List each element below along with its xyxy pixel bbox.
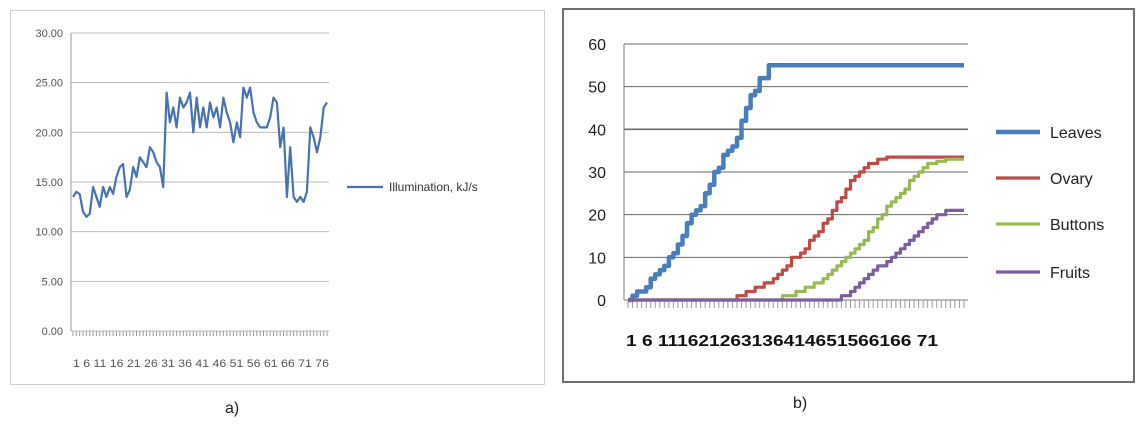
y-tick-label-a: 5.00 (42, 276, 63, 288)
y-tick-label-a: 20.00 (35, 127, 63, 139)
caption-a: a) (225, 400, 240, 417)
y-tick-label-b: 0 (597, 293, 606, 310)
y-tick-label-a: 25.00 (35, 78, 63, 90)
y-tick-label-b: 10 (588, 250, 606, 267)
x-tick-labels-a: 1 6 11 16 21 26 31 36 41 46 51 56 61 66 … (73, 358, 329, 370)
series-line-buttons (628, 157, 964, 302)
y-tick-label-b: 50 (588, 80, 606, 97)
chart-b-panel: 0 10 20 30 40 50 60 1 6 11162126313641465156616… (562, 8, 1135, 383)
y-tick-label-a: 0.00 (42, 326, 63, 338)
series-line-illumination (72, 86, 328, 218)
chart-b-svg: 0 10 20 30 40 50 60 1 6 11162126313641465156616… (588, 37, 1104, 350)
legend-label-illumination: Illumination, kJ/s (389, 180, 478, 194)
y-tick-label-a: 15.00 (35, 177, 63, 189)
y-tick-label-b: 60 (588, 37, 606, 54)
series-line-fruits (628, 208, 964, 302)
y-tick-label-b: 20 (588, 208, 606, 225)
caption-b: b) (793, 395, 808, 412)
legend-label-leaves: Leaves (1050, 125, 1102, 142)
series-line-leaves (628, 63, 964, 303)
chart-a-svg: 0.00 5.00 10.00 15.00 20.00 25.00 30.00 1 6 11 … (35, 28, 478, 370)
y-tick-label-a: 30.00 (35, 28, 63, 40)
chart-a-panel: 0.00 5.00 10.00 15.00 20.00 25.00 30.00 1 6 11 … (10, 10, 545, 385)
legend-label-fruits: Fruits (1050, 265, 1090, 282)
x-tick-labels-b: 1 6 111621263136414651566166 71 (626, 333, 938, 350)
y-tick-label-b: 40 (588, 122, 606, 139)
legend-label-buttons: Buttons (1050, 217, 1104, 234)
legend-label-ovary: Ovary (1050, 171, 1093, 188)
y-tick-label-a: 10.00 (35, 227, 63, 239)
y-tick-label-b: 30 (588, 165, 606, 182)
